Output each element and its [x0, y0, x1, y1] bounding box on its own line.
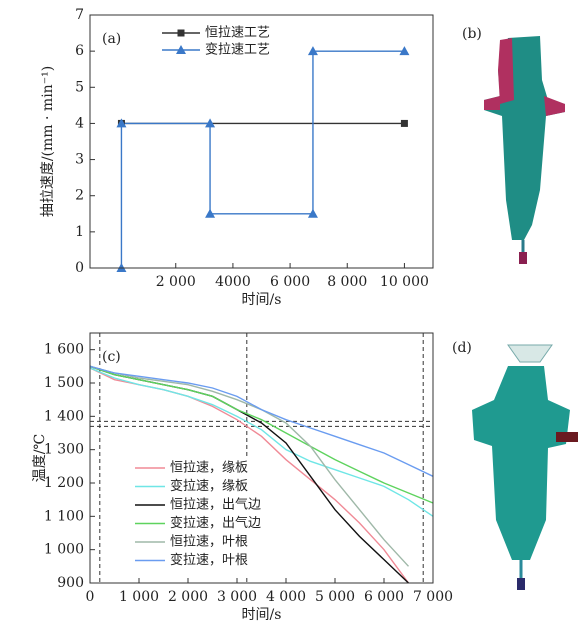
x-tick-label: 0 — [86, 589, 95, 605]
image-d: (d) — [452, 340, 578, 590]
y-tick-label: 2 — [75, 188, 84, 204]
x-tick-label: 6 000 — [270, 274, 310, 290]
legend-label: 变拉速，出气边 — [170, 515, 261, 531]
y-tick-label: 900 — [57, 575, 84, 591]
x-tick-label: 4 000 — [266, 589, 306, 605]
x-tick-label: 4000 — [215, 274, 251, 290]
legend-label: 恒拉速工艺 — [205, 26, 270, 41]
plot-area — [121, 51, 404, 268]
image-label: (b) — [462, 26, 482, 42]
y-tick-label: 1 100 — [44, 508, 84, 524]
marker — [401, 120, 408, 127]
legend-marker — [178, 30, 185, 37]
image-b: (b) — [462, 26, 565, 264]
panel-label: (a) — [102, 31, 121, 47]
x-axis-label: 时间/s — [242, 607, 282, 623]
y-tick-label: 0 — [75, 260, 84, 276]
y-axis-label: 抽拉速度/(mm · min⁻¹) — [40, 66, 56, 217]
y-tick-label: 1 500 — [44, 375, 84, 391]
y-tick-label: 5 — [75, 79, 84, 95]
x-tick-label: 10 000 — [380, 274, 429, 290]
image-label: (d) — [452, 340, 472, 356]
y-axis-label: 温度/℃ — [32, 434, 48, 482]
legend-label: 变拉速工艺 — [205, 42, 270, 58]
x-tick-label: 5 000 — [315, 589, 355, 605]
y-tick-label: 1 300 — [44, 442, 84, 458]
x-tick-label: 2 000 — [156, 274, 196, 290]
y-tick-label: 3 — [75, 152, 84, 168]
panel-label: (c) — [102, 349, 121, 365]
y-tick-label: 1 400 — [44, 408, 84, 424]
x-tick-label: 7 000 — [413, 589, 453, 605]
y-tick-label: 4 — [75, 115, 84, 131]
x-tick-label: 6 000 — [364, 589, 404, 605]
y-tick-label: 1 600 — [44, 342, 84, 358]
legend-label: 变拉速，叶根 — [170, 552, 248, 568]
y-tick-label: 1 200 — [44, 475, 84, 491]
y-tick-label: 7 — [75, 7, 84, 23]
y-tick-label: 1 — [75, 224, 84, 240]
y-tick-label: 6 — [75, 43, 84, 59]
legend-label: 恒拉速，出气边 — [170, 497, 261, 513]
legend-label: 变拉速，缘板 — [170, 478, 248, 494]
x-tick-label: 8 000 — [327, 274, 367, 290]
x-tick-label: 2 000 — [168, 589, 208, 605]
figure: (b) (d) 2 000 4000 6 000 8 000 10 000 0 1 2 3 4 5 6… — [0, 0, 579, 633]
x-tick-label: 3 000 — [217, 589, 257, 605]
x-axis-label: 时间/s — [242, 292, 282, 308]
y-tick-label: 1 000 — [44, 542, 84, 558]
legend-label: 恒拉速，缘板 — [170, 461, 248, 476]
legend-label: 恒拉速，叶根 — [170, 535, 248, 550]
series-line — [121, 51, 404, 268]
x-tick-label: 1 000 — [119, 589, 159, 605]
